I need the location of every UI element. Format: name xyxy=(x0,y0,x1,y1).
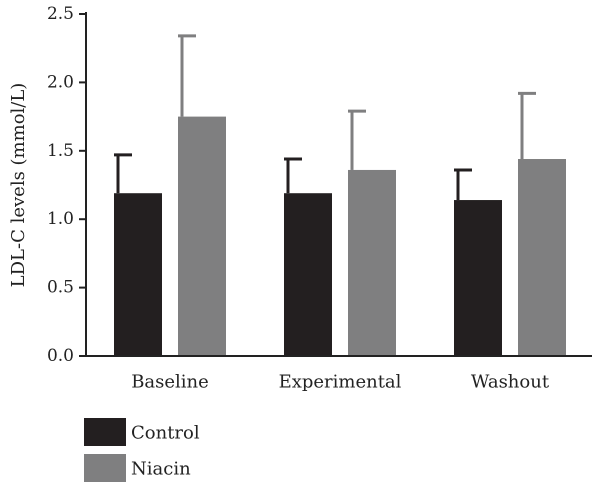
bar-niacin-washout xyxy=(518,159,566,356)
bar-control-experimental xyxy=(284,193,332,356)
legend-label-control: Control xyxy=(131,423,200,444)
bar-control-baseline xyxy=(114,193,162,356)
x-tick-label: Washout xyxy=(471,372,550,393)
bar-niacin-experimental xyxy=(348,169,396,356)
error-bars xyxy=(114,34,536,201)
x-axis-labels: Baseline Experimental Washout xyxy=(131,372,550,393)
y-tick-label: 0.0 xyxy=(47,346,74,366)
y-tick-label: 1.5 xyxy=(47,141,74,161)
legend-swatch-control xyxy=(84,418,126,446)
y-axis-title: LDL-C levels (mmol/L) xyxy=(8,83,29,288)
axes xyxy=(85,12,592,357)
y-axis-ticks: 0.0 0.5 1.0 1.5 2.0 2.5 xyxy=(47,4,86,366)
legend: Control Niacin xyxy=(84,418,200,482)
y-tick-label: 1.0 xyxy=(47,209,74,229)
legend-swatch-niacin xyxy=(84,454,126,482)
legend-label-niacin: Niacin xyxy=(131,459,191,480)
y-tick-label: 0.5 xyxy=(47,278,74,298)
y-tick-label: 2.5 xyxy=(47,4,74,24)
y-tick-label: 2.0 xyxy=(47,72,74,92)
x-tick-label: Baseline xyxy=(131,372,209,393)
bar-niacin-baseline xyxy=(178,116,226,356)
bars xyxy=(114,116,566,356)
bar-control-washout xyxy=(454,200,502,356)
x-tick-label: Experimental xyxy=(279,372,402,393)
